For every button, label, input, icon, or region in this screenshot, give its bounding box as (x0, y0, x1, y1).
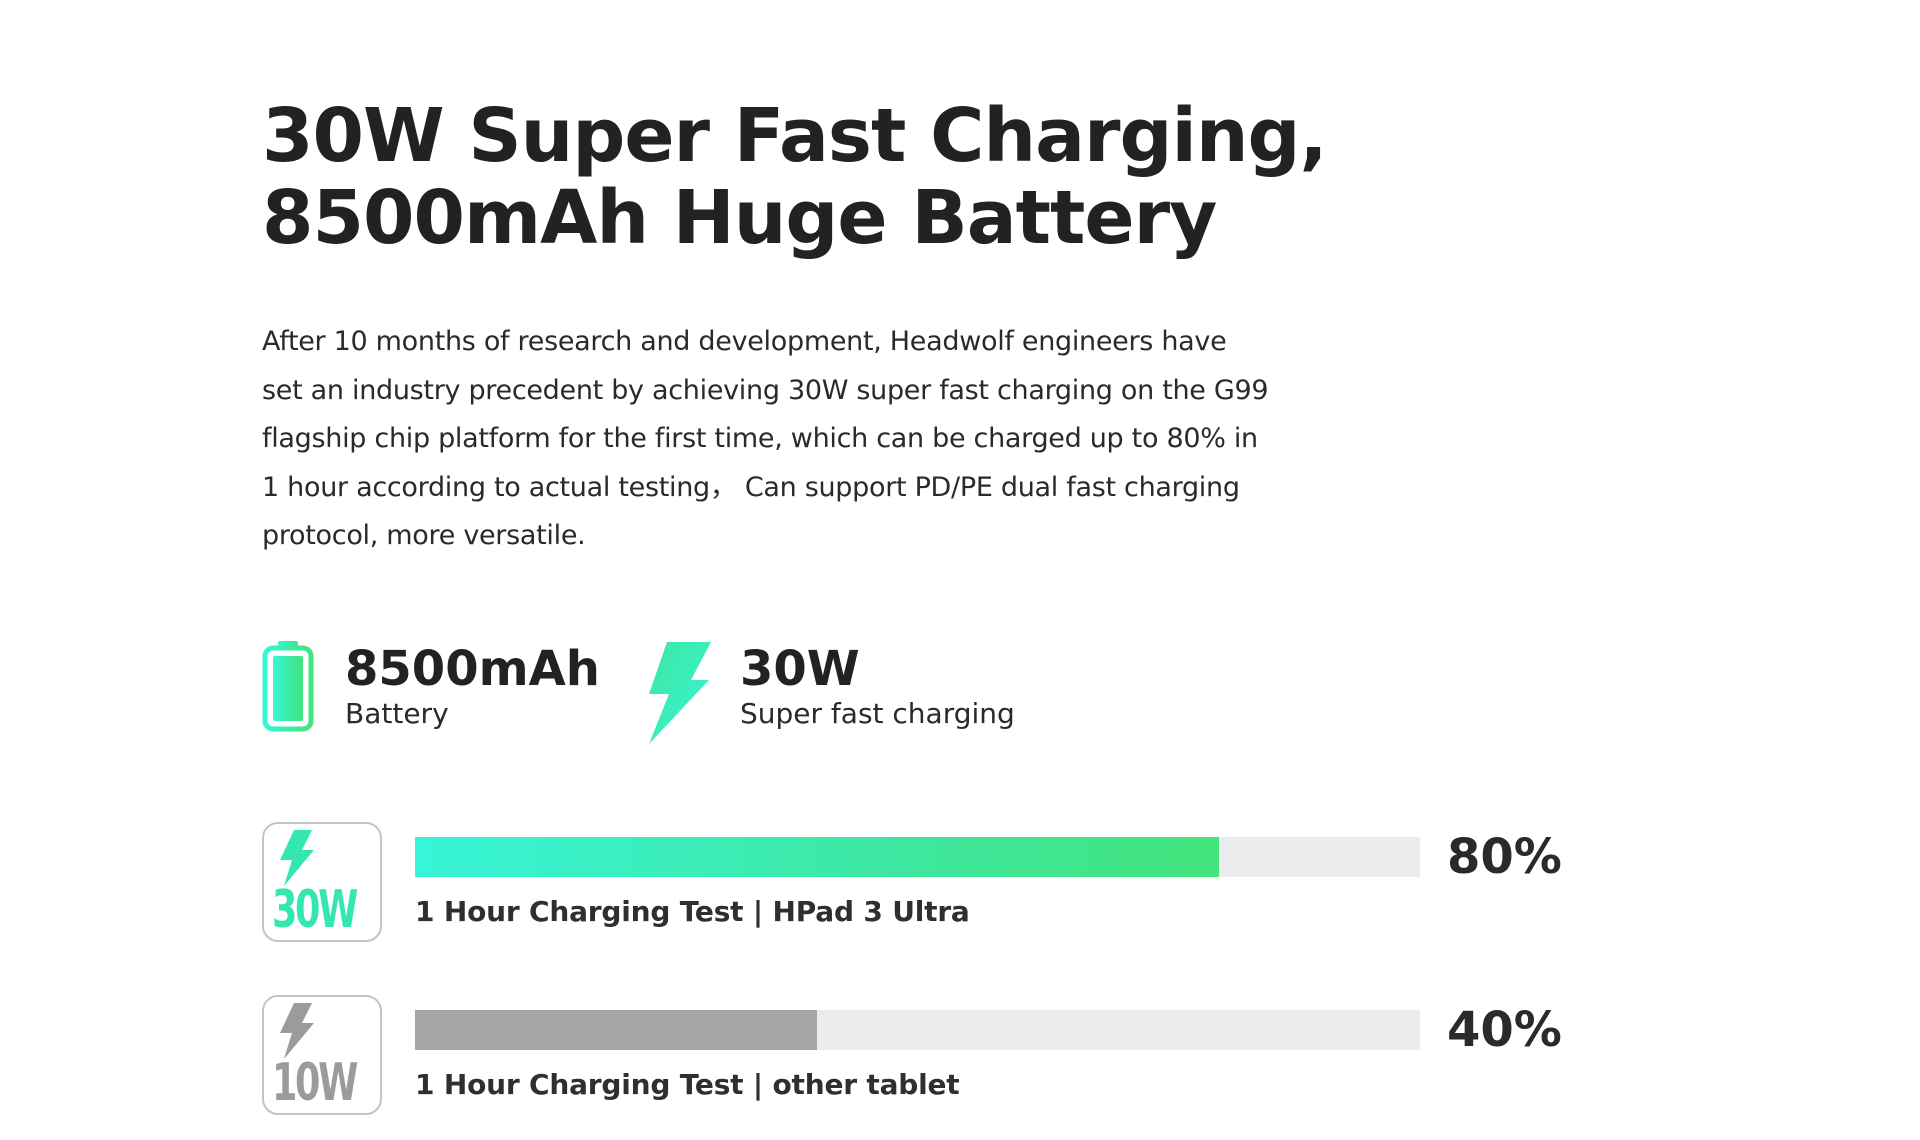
description-paragraph: After 10 months of research and developm… (262, 326, 1269, 551)
wattage-badge-30w: 30W (262, 822, 382, 942)
badge-label: 30W (272, 880, 358, 940)
lightning-bolt-icon (280, 1003, 314, 1059)
progress-fill (415, 837, 1219, 877)
charge-percent: 80% (1447, 829, 1562, 885)
battery-icon (262, 641, 314, 732)
charging-test-row-30w: 30W 80% 1 Hour Charging Test | HPad 3 Ul… (262, 822, 1562, 947)
test-label: 1 Hour Charging Test | other tablet (415, 1068, 960, 1101)
headline-line-2: 8500mAh Huge Battery (262, 175, 1217, 261)
progress-track (415, 1010, 1420, 1050)
charging-power-label: Super fast charging (740, 697, 1015, 730)
lightning-bolt-icon (649, 642, 711, 744)
progress-fill (415, 1010, 817, 1050)
test-label: 1 Hour Charging Test | HPad 3 Ultra (415, 895, 970, 928)
wattage-badge-10w: 10W (262, 995, 382, 1115)
charging-test-row-10w: 10W 40% 1 Hour Charging Test | other tab… (262, 995, 1562, 1120)
charge-percent: 40% (1447, 1002, 1562, 1058)
badge-label: 10W (272, 1053, 358, 1113)
battery-capacity-value: 8500mAh (345, 641, 600, 697)
progress-track (415, 837, 1420, 877)
battery-label: Battery (345, 697, 449, 730)
headline-line-1: 30W Super Fast Charging, (262, 93, 1328, 179)
charging-power-value: 30W (740, 641, 860, 697)
page-headline: 30W Super Fast Charging, 8500mAh Huge Ba… (262, 95, 1362, 259)
lightning-bolt-icon (280, 830, 314, 886)
